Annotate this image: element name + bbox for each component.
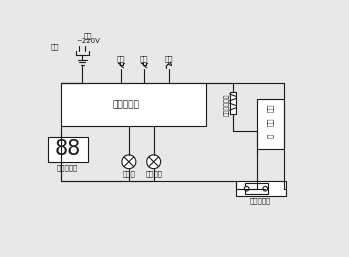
Circle shape [244,186,249,191]
Text: 已消毒灯: 已消毒灯 [145,170,162,177]
Text: ~220V: ~220V [76,38,100,44]
Bar [47,137,88,162]
Circle shape [147,155,161,169]
Text: 电源: 电源 [83,32,92,39]
Text: 88: 88 [54,139,81,159]
Text: 臭氧: 臭氧 [267,104,274,112]
Bar [230,93,236,114]
Text: 工作灯: 工作灯 [122,170,135,177]
Text: 变化: 变化 [140,55,149,62]
Circle shape [263,186,268,191]
Text: 功率: 功率 [117,55,125,62]
Text: 插头: 插头 [51,43,59,50]
Text: 分档: 分档 [165,55,173,62]
Text: 电脑定时器: 电脑定时器 [112,100,139,109]
Bar [245,183,268,194]
Bar [236,181,286,196]
Text: 发生: 发生 [267,117,274,126]
Text: 器: 器 [267,133,274,138]
Bar [257,99,284,149]
Text: 红外线电热管: 红外线电热管 [224,94,230,116]
Circle shape [122,155,136,169]
Text: 臭氧放电管: 臭氧放电管 [250,197,271,204]
Text: 液晶显示屏: 液晶显示屏 [57,164,78,171]
Bar [61,83,206,126]
